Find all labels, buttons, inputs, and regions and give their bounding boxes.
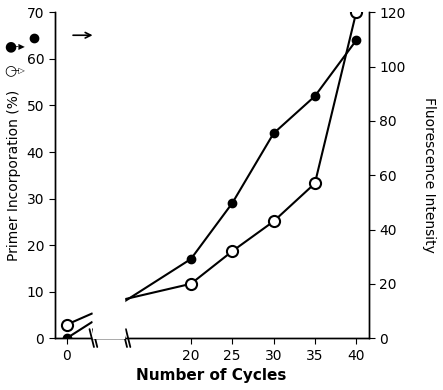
X-axis label: Number of Cycles: Number of Cycles [136,368,287,383]
Y-axis label: Fluorescence Intensity: Fluorescence Intensity [422,98,436,253]
Text: ○: ○ [4,63,16,77]
Text: ●: ● [4,40,16,54]
Text: —▶: —▶ [11,42,26,51]
Text: —▷: —▷ [11,66,26,75]
Y-axis label: Primer Incorporation (%): Primer Incorporation (%) [7,90,21,261]
